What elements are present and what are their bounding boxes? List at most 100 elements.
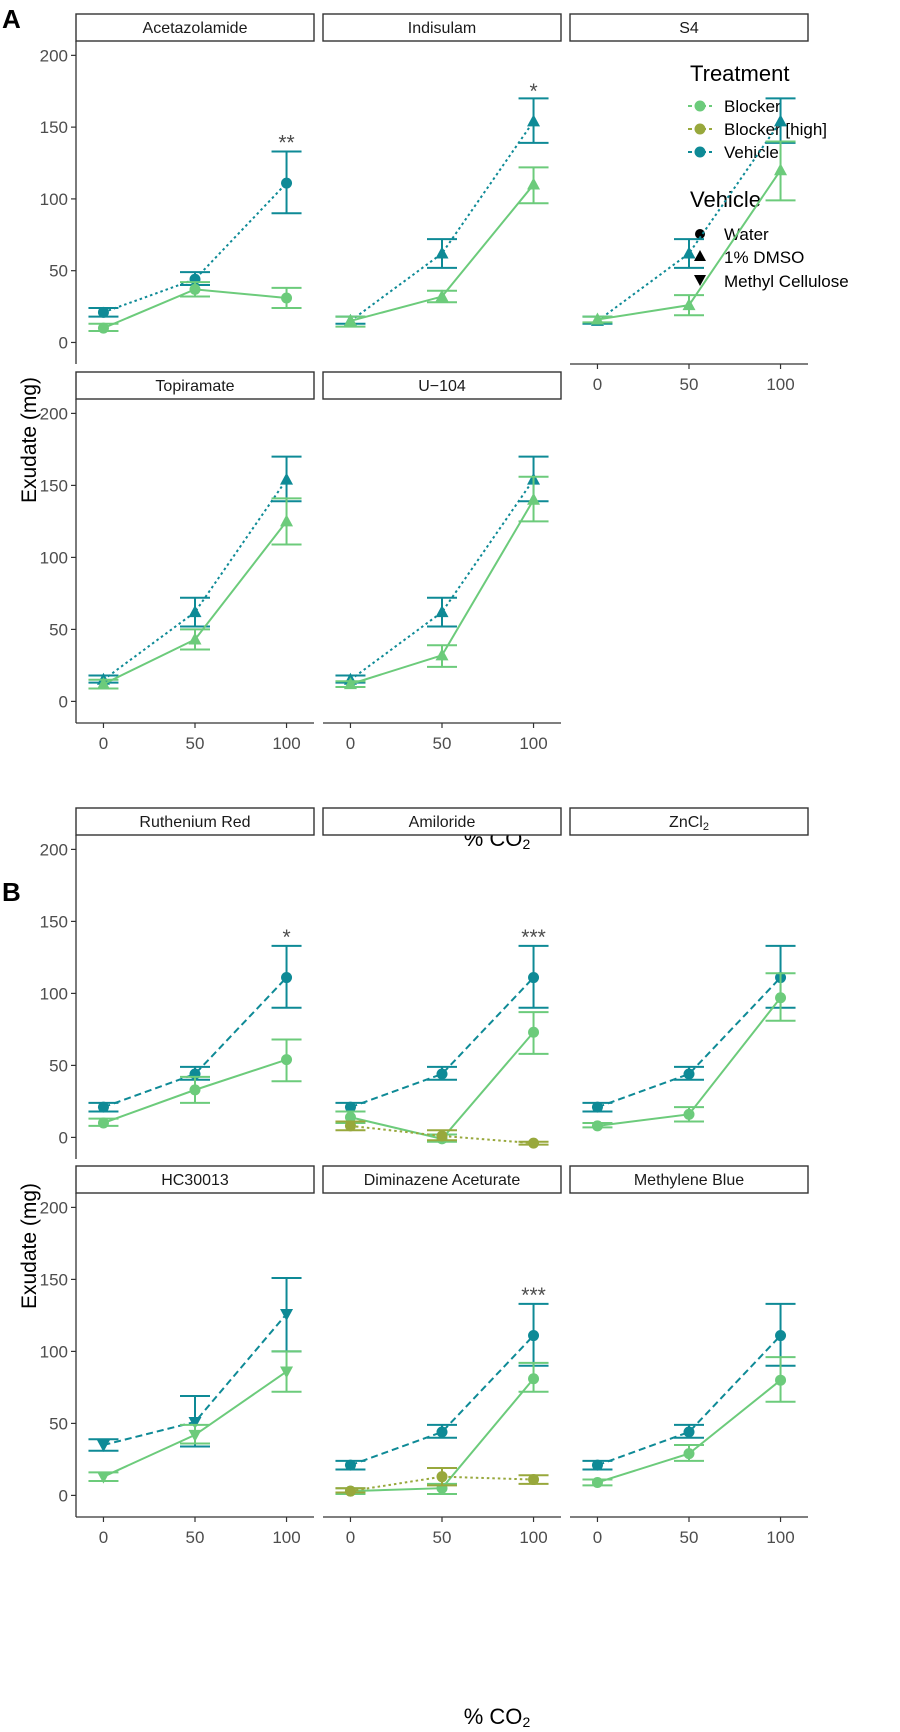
facet-strip xyxy=(322,1165,562,1194)
series-blocker-high xyxy=(335,1467,549,1497)
data-point xyxy=(774,114,788,127)
facet-acetazolamide: Acetazolamide 0 50 100 150 200 ** xyxy=(40,13,315,364)
data-point xyxy=(189,1084,201,1096)
facet-s4: S4 0 50 100 xyxy=(569,13,809,394)
facet-title: Diminazene Aceturate xyxy=(364,1172,521,1189)
facet-title: Topiramate xyxy=(155,378,234,395)
data-point xyxy=(775,992,787,1004)
data-point xyxy=(188,1429,202,1442)
x-tick-label: 0 xyxy=(99,1528,108,1547)
data-point xyxy=(344,1120,356,1132)
facet-title: ZnCl2 xyxy=(669,814,709,833)
x-tick-label: 50 xyxy=(186,734,205,753)
data-point xyxy=(343,313,357,326)
x-axis-title-b: % CO2 xyxy=(464,1704,531,1730)
legend-key-blocker: Blocker xyxy=(688,97,781,116)
y-tick-label: 200 xyxy=(40,1198,68,1217)
series-blocker xyxy=(335,475,549,690)
data-point xyxy=(591,1120,603,1132)
data-point xyxy=(97,1101,109,1113)
y-axis-title-b: Exudate (mg) xyxy=(18,1183,41,1309)
series-blocker xyxy=(582,140,796,325)
data-point xyxy=(683,1068,695,1080)
data-point xyxy=(189,283,201,295)
legend-label-water: Water xyxy=(724,225,769,244)
data-point xyxy=(280,1308,294,1321)
series-blocker xyxy=(582,972,796,1132)
legend-shape-dmso xyxy=(694,250,706,261)
data-point xyxy=(435,289,449,302)
data-point xyxy=(96,1440,110,1452)
data-point xyxy=(436,1130,448,1142)
x-tick-label: 0 xyxy=(593,375,602,394)
data-point xyxy=(344,1485,356,1497)
legend-key-methyl-cellulose: Methyl Cellulose xyxy=(694,272,849,291)
y-tick-label: 150 xyxy=(40,476,68,495)
legend-point-vehicle xyxy=(694,146,706,158)
legend-point-blocker xyxy=(694,100,706,112)
facet-title-sub: 2 xyxy=(703,821,709,833)
facet-strip xyxy=(569,807,809,836)
data-point xyxy=(343,677,357,690)
data-point xyxy=(344,1111,356,1123)
x-axis-title-a-sub: 2 xyxy=(522,836,530,852)
y-tick-label: 100 xyxy=(40,548,68,567)
data-point xyxy=(97,306,109,318)
y-tick-label: 100 xyxy=(40,1342,68,1361)
data-point xyxy=(188,605,202,618)
facet-title-main: ZnCl xyxy=(669,814,703,831)
significance-marker: * xyxy=(529,80,537,103)
data-point xyxy=(528,1026,540,1038)
x-tick-label: 100 xyxy=(766,1528,794,1547)
data-point xyxy=(683,1448,695,1460)
series-vehicle xyxy=(88,1276,302,1452)
legend-label-methyl-cellulose: Methyl Cellulose xyxy=(724,272,849,291)
legend-title-treatment: Treatment xyxy=(690,61,789,86)
series-vehicle-line xyxy=(349,479,535,681)
facet-title-main: Amiloride xyxy=(409,814,476,831)
series-vehicle-line xyxy=(596,120,782,322)
facet-title: Acetazolamide xyxy=(143,20,248,37)
data-point xyxy=(344,1101,356,1113)
facet-title: Ruthenium Red xyxy=(139,814,250,831)
x-tick-label: 100 xyxy=(519,734,547,753)
series-blocker xyxy=(88,281,302,334)
legend-shape-water xyxy=(695,229,705,239)
data-point xyxy=(188,632,202,645)
x-tick-label: 50 xyxy=(433,734,452,753)
y-tick-label: 150 xyxy=(40,118,68,137)
facet-title-main: Ruthenium Red xyxy=(139,814,250,831)
data-point xyxy=(281,177,293,189)
data-point xyxy=(591,1476,603,1488)
significance-marker: *** xyxy=(521,1284,546,1307)
x-tick-label: 0 xyxy=(346,734,355,753)
facet-title-main: S4 xyxy=(679,20,699,37)
data-point xyxy=(527,177,541,190)
facet-title: U−104 xyxy=(418,378,466,395)
facet-title-main: Methylene Blue xyxy=(634,1172,744,1189)
data-point xyxy=(527,492,541,505)
y-tick-label: 100 xyxy=(40,984,68,1003)
data-point xyxy=(527,114,541,127)
y-tick-label: 0 xyxy=(59,1128,68,1147)
series-blocker xyxy=(335,166,549,328)
data-point xyxy=(774,163,788,176)
facet-indisulam: Indisulam * xyxy=(322,13,562,328)
x-tick-label: 50 xyxy=(680,1528,699,1547)
data-point xyxy=(435,648,449,661)
data-point xyxy=(436,1068,448,1080)
data-point xyxy=(435,605,449,618)
data-point xyxy=(97,1117,109,1129)
x-tick-label: 0 xyxy=(99,734,108,753)
facet-strip xyxy=(322,371,562,400)
x-tick-label: 0 xyxy=(593,1528,602,1547)
y-axis-title-a: Exudate (mg) xyxy=(18,377,41,503)
x-axis-title-b-main: % CO xyxy=(464,1704,523,1729)
data-point xyxy=(344,1459,356,1471)
data-point xyxy=(96,677,110,690)
facet-title-main: Acetazolamide xyxy=(143,20,248,37)
facet-strip xyxy=(75,1165,315,1194)
data-point xyxy=(281,1054,293,1066)
data-point xyxy=(280,1366,294,1379)
